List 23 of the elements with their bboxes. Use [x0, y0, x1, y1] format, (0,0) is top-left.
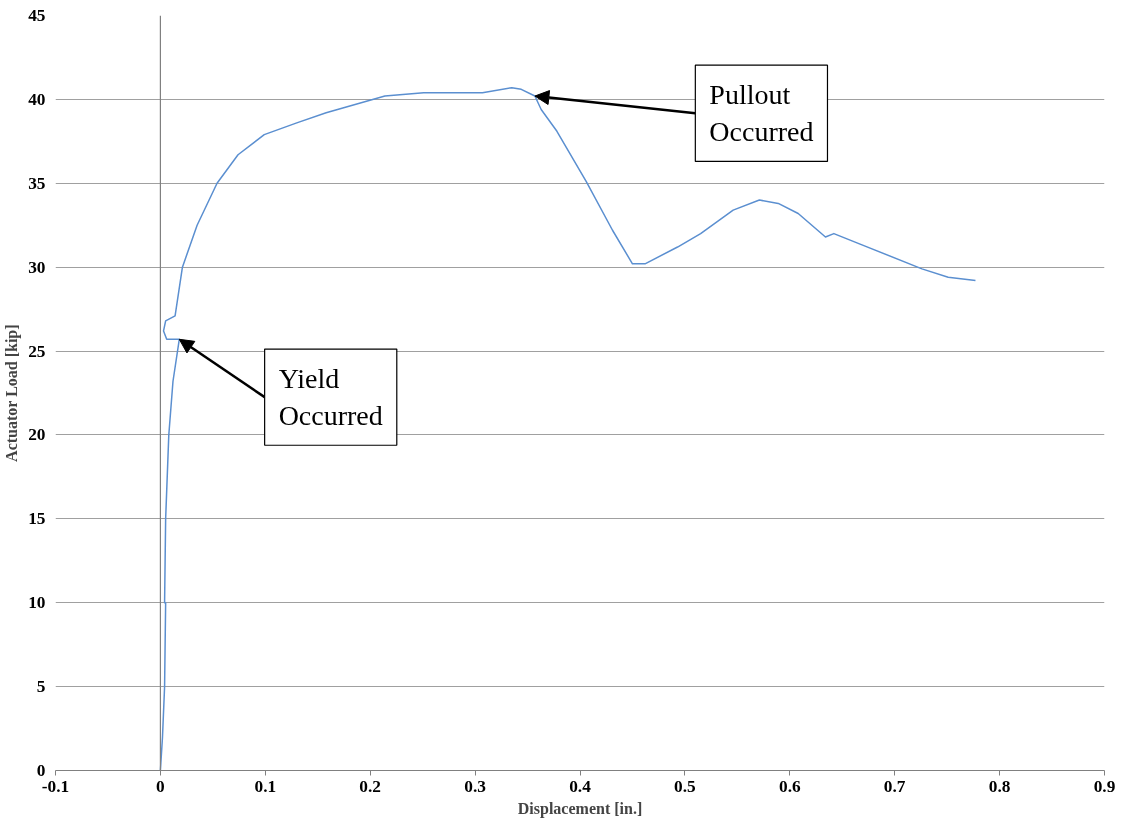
x-tick-label: 0.2: [359, 776, 382, 796]
y-tick-label: 25: [28, 341, 46, 361]
y-tick-label: 15: [28, 509, 46, 529]
x-tick-label: 0.6: [778, 776, 801, 796]
y-tick-label: 45: [28, 6, 46, 25]
annotation: Yield Occurred: [278, 363, 383, 432]
x-tick-label: 0.5: [674, 776, 697, 796]
x-tick-label: 0.1: [254, 776, 277, 796]
y-tick-label: 5: [36, 677, 46, 697]
y-tick-label: 10: [28, 593, 46, 613]
y-tick-label: 30: [28, 257, 46, 277]
y-tick-label: 35: [28, 173, 46, 193]
x-tick-label: 0.7: [883, 776, 906, 796]
y-tick-label: 40: [28, 89, 46, 109]
annotation: Pullout Occurred: [709, 79, 814, 148]
y-axis-title: Actuator Load [kip]: [3, 324, 22, 462]
x-tick-label: 0: [156, 776, 165, 796]
x-tick-label: 0.8: [988, 776, 1011, 796]
x-tick-label: 0.4: [569, 776, 592, 796]
y-tick-label: 20: [28, 425, 46, 445]
x-tick-label: 0.3: [464, 776, 487, 796]
x-tick-label: 0.9: [1093, 776, 1116, 796]
x-axis-title: Displacement [in.]: [517, 799, 643, 818]
